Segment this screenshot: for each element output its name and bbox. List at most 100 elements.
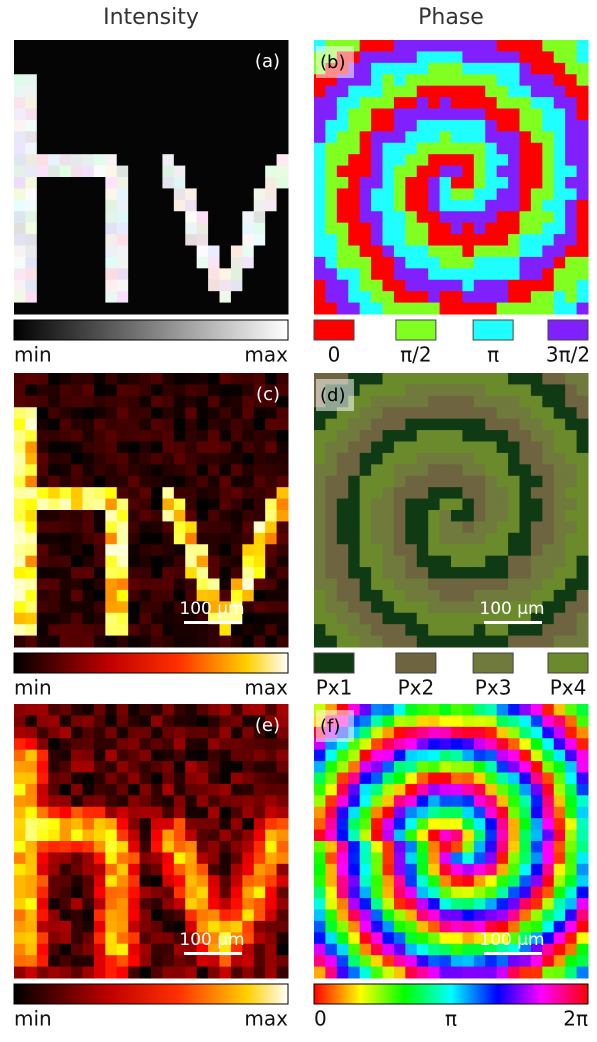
pixel <box>485 955 497 967</box>
pixel <box>360 419 372 431</box>
pixel <box>105 784 117 796</box>
pixel <box>277 223 289 235</box>
pixel <box>371 852 383 864</box>
pixel <box>208 499 220 511</box>
pixel <box>542 533 554 545</box>
pixel <box>497 715 509 727</box>
pixel <box>208 910 220 922</box>
pixel <box>337 499 349 511</box>
pixel <box>337 464 349 476</box>
pixel <box>174 464 186 476</box>
pixel <box>14 120 26 132</box>
pixel <box>254 636 266 648</box>
pixel <box>117 898 129 910</box>
pixel <box>451 303 463 315</box>
pixel <box>197 63 209 75</box>
pixel <box>497 223 509 235</box>
pixel <box>37 373 49 385</box>
pixel <box>162 499 174 511</box>
pixel <box>94 521 106 533</box>
pixel <box>474 830 486 842</box>
pixel <box>428 234 440 246</box>
pixel <box>14 875 26 887</box>
pixel <box>242 487 254 499</box>
pixel <box>94 567 106 579</box>
pixel <box>83 97 95 109</box>
pixel <box>337 521 349 533</box>
pixel <box>25 188 37 200</box>
pixel <box>451 120 463 132</box>
pixel <box>577 533 589 545</box>
pixel <box>254 841 266 853</box>
pixel <box>474 910 486 922</box>
pixel <box>428 291 440 303</box>
pixel <box>554 921 566 933</box>
pixel <box>117 533 129 545</box>
pixel <box>254 86 266 98</box>
pixel <box>520 624 532 636</box>
pixel <box>405 464 417 476</box>
pixel <box>197 761 209 773</box>
pixel <box>208 704 220 716</box>
pixel <box>314 921 326 933</box>
pixel <box>242 223 254 235</box>
pixel <box>140 601 152 613</box>
pixel <box>128 200 140 212</box>
pixel <box>105 211 117 223</box>
pixel <box>485 910 497 922</box>
pixel <box>462 704 474 716</box>
pixel <box>451 784 463 796</box>
pixel <box>48 784 60 796</box>
pixel <box>531 211 543 223</box>
pixel <box>71 487 83 499</box>
pixel <box>265 200 277 212</box>
pixel <box>140 567 152 579</box>
pixel <box>508 154 520 166</box>
pixel <box>497 841 509 853</box>
pixel <box>25 223 37 235</box>
pixel <box>277 280 289 292</box>
pixel <box>105 738 117 750</box>
pixel <box>254 430 266 442</box>
pixel <box>485 291 497 303</box>
pixel <box>242 967 254 979</box>
pixel <box>405 188 417 200</box>
pixel <box>474 166 486 178</box>
pixel <box>94 579 106 591</box>
pixel <box>394 590 406 602</box>
pixel <box>105 864 117 876</box>
pixel <box>128 910 140 922</box>
pixel <box>360 556 372 568</box>
pixel <box>242 430 254 442</box>
pixel <box>208 818 220 830</box>
pixel <box>105 40 117 52</box>
pixel <box>174 223 186 235</box>
pixel <box>485 303 497 315</box>
pixel <box>405 761 417 773</box>
pixel <box>497 795 509 807</box>
pixel <box>325 601 337 613</box>
pixel <box>554 384 566 396</box>
pixel <box>25 177 37 189</box>
pixel <box>383 143 395 155</box>
pixel <box>348 944 360 956</box>
pixel <box>325 761 337 773</box>
pixel <box>394 567 406 579</box>
pixel <box>405 738 417 750</box>
pixel <box>360 784 372 796</box>
pixel <box>105 921 117 933</box>
pixel <box>485 257 497 269</box>
pixel <box>474 521 486 533</box>
pixel <box>485 727 497 739</box>
pixel <box>37 967 49 979</box>
pixel <box>451 704 463 716</box>
pixel <box>474 291 486 303</box>
pixel <box>140 143 152 155</box>
pixel <box>105 613 117 625</box>
pixel <box>277 234 289 246</box>
pixel <box>531 51 543 63</box>
pixel <box>162 51 174 63</box>
pixel <box>265 166 277 178</box>
pixel <box>485 63 497 75</box>
pixel <box>185 704 197 716</box>
